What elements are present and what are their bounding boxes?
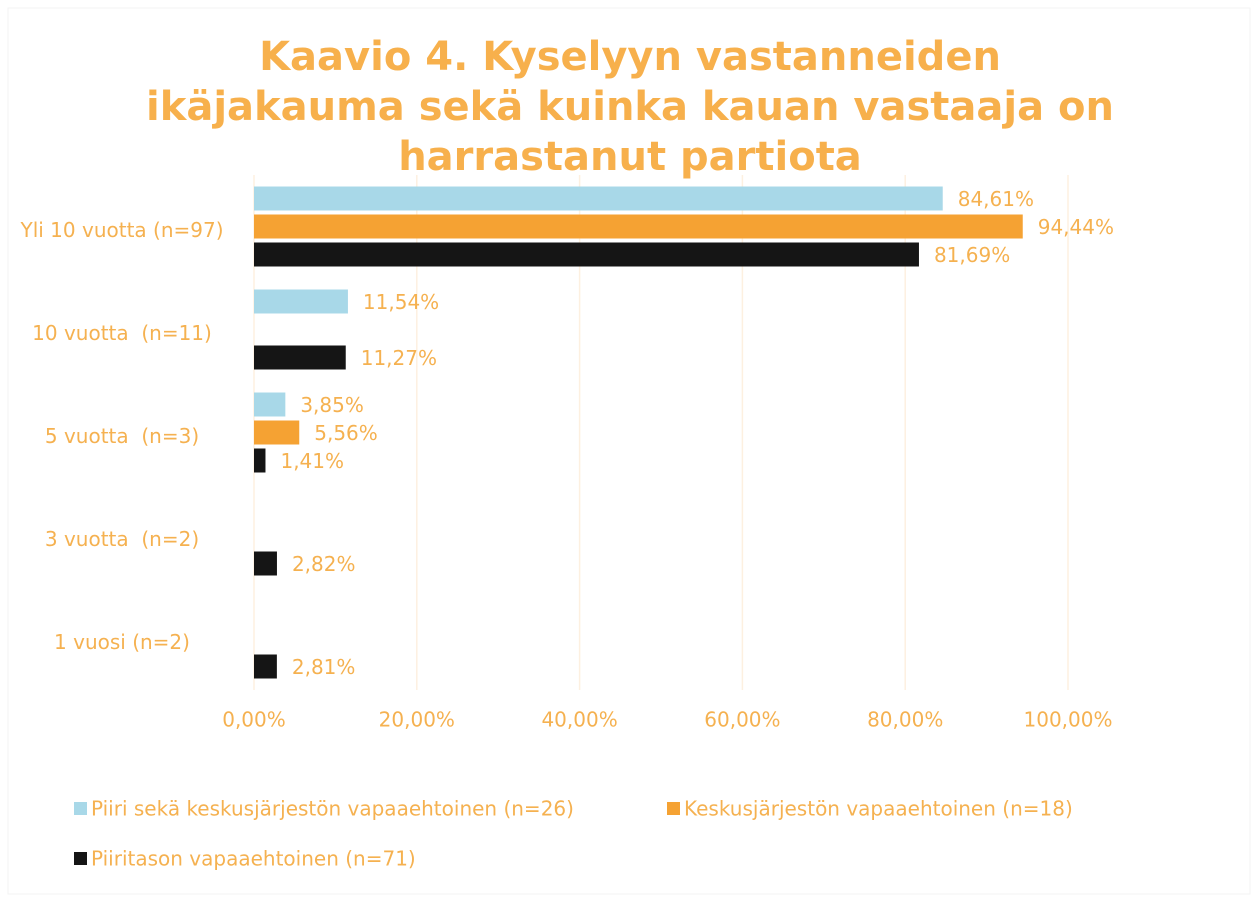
- data-label: 11,27%: [361, 346, 437, 370]
- data-label: 2,81%: [292, 655, 356, 679]
- y-tick-label: 1 vuosi (n=2): [54, 629, 190, 654]
- data-label: 3,85%: [300, 393, 364, 417]
- bar: [254, 420, 300, 445]
- legend-swatch: [667, 802, 680, 815]
- legend-label: Piiritason vapaaehtoinen (n=71): [91, 847, 416, 871]
- x-tick-label: 20,00%: [379, 708, 455, 732]
- bar: [254, 214, 1023, 239]
- bar: [254, 654, 277, 679]
- bar: [254, 242, 919, 267]
- data-label: 1,41%: [280, 449, 344, 473]
- data-label: 2,82%: [292, 552, 356, 576]
- x-tick-label: 0,00%: [222, 708, 286, 732]
- data-label: 11,54%: [363, 290, 439, 314]
- legend-swatch: [74, 802, 87, 815]
- data-label: 5,56%: [314, 421, 378, 445]
- chart-border: [7, 7, 1251, 895]
- data-label: 84,61%: [958, 187, 1034, 211]
- bar: [254, 186, 943, 211]
- y-tick-label: 3 vuotta (n=2): [44, 526, 200, 551]
- legend-label: Keskusjärjestön vapaaehtoinen (n=18): [684, 797, 1073, 821]
- data-label: 81,69%: [934, 243, 1010, 267]
- y-tick-label: 5 vuotta (n=3): [44, 423, 200, 448]
- legend-label: Piiri sekä keskusjärjestön vapaaehtoinen…: [91, 797, 574, 821]
- bar: [254, 289, 348, 314]
- data-label: 94,44%: [1038, 215, 1114, 239]
- x-tick-label: 40,00%: [541, 708, 617, 732]
- y-tick-label: 10 vuotta (n=11): [32, 320, 212, 345]
- legend-swatch: [74, 852, 87, 865]
- bar: [254, 345, 346, 370]
- x-tick-label: 100,00%: [1024, 708, 1113, 732]
- bar: [254, 392, 286, 417]
- y-tick-label: Yli 10 vuotta (n=97): [20, 217, 224, 242]
- bar: [254, 551, 277, 576]
- bar: [254, 448, 266, 473]
- x-tick-label: 60,00%: [704, 708, 780, 732]
- chart-title: Kaavio 4. Kyselyyn vastanneiden ikäjakau…: [146, 34, 1114, 180]
- x-tick-label: 80,00%: [867, 708, 943, 732]
